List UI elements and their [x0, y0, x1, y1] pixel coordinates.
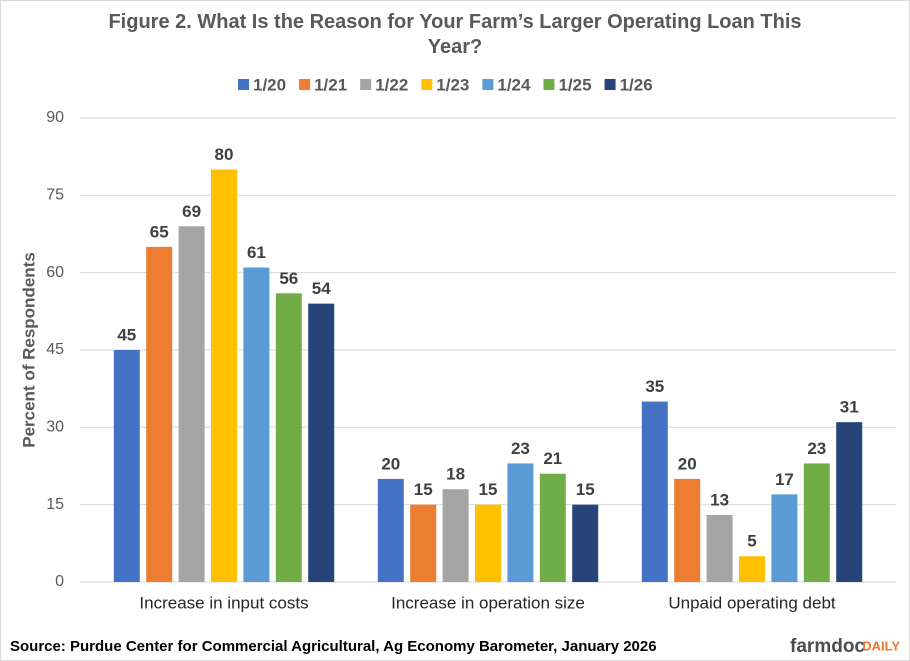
value-label: 61 [247, 243, 266, 262]
value-label: 5 [747, 532, 756, 551]
bar [308, 303, 335, 582]
legend-label: 1/21 [314, 75, 347, 94]
bar [275, 293, 302, 582]
source: Source: Purdue Center for Commercial Agr… [10, 638, 657, 655]
y-tick-label: 30 [46, 419, 64, 436]
value-label: 23 [807, 439, 826, 458]
value-label: 20 [381, 454, 400, 473]
x-tick-label: Increase in input costs [139, 593, 308, 612]
legend-swatch [482, 79, 494, 90]
chart-title: Figure 2. What Is the Reason for Your Fa… [108, 11, 802, 58]
logo-main: farmdoc [790, 636, 865, 657]
legend-label: 1/20 [253, 75, 286, 94]
bar [507, 463, 534, 582]
bar [243, 267, 270, 582]
y-tick-label: 45 [46, 341, 64, 358]
legend-label: 1/24 [497, 75, 531, 94]
value-label: 45 [117, 325, 136, 344]
value-label: 18 [446, 465, 465, 484]
bar [211, 169, 237, 583]
bar [641, 401, 668, 582]
y-tick-label: 0 [55, 573, 64, 590]
y-tick-label: 60 [46, 264, 64, 281]
y-tick-label: 75 [46, 187, 64, 204]
value-label: 17 [775, 470, 794, 489]
bar [674, 478, 701, 582]
x-tick-label: Unpaid operating debt [668, 593, 836, 612]
bar [410, 504, 437, 582]
logo-accent: DAILY [862, 638, 900, 653]
bar [739, 556, 765, 582]
value-label: 20 [678, 454, 697, 473]
value-label: 15 [576, 480, 595, 499]
bar [771, 494, 798, 582]
bar [572, 504, 599, 582]
value-label: 65 [150, 222, 169, 241]
value-label: 15 [479, 480, 498, 499]
bar [475, 504, 501, 582]
legend-swatch [238, 79, 249, 90]
legend-label: 1/25 [558, 75, 591, 94]
bar [539, 473, 566, 582]
value-label: 56 [279, 269, 298, 288]
bar [146, 246, 173, 582]
legend-swatch [421, 79, 433, 90]
value-label: 69 [182, 202, 201, 221]
legend-label: 1/23 [436, 75, 469, 94]
bar [178, 226, 205, 582]
bar [836, 422, 863, 582]
legend-swatch [543, 79, 555, 90]
value-label: 15 [414, 480, 433, 499]
value-label: 31 [840, 398, 859, 417]
legend-label: 1/26 [620, 75, 653, 94]
y-tick-label: 90 [46, 109, 64, 126]
bar [442, 489, 469, 582]
value-label: 35 [645, 377, 664, 396]
value-label: 23 [511, 439, 530, 458]
value-label: 80 [215, 145, 234, 164]
y-tick-label: 15 [46, 496, 64, 513]
legend-swatch [360, 79, 372, 90]
x-tick-label: Increase in operation size [391, 593, 585, 612]
bar [113, 350, 140, 582]
bar [706, 514, 733, 582]
bar [803, 463, 830, 582]
value-label: 21 [543, 449, 562, 468]
legend-swatch [299, 79, 311, 90]
value-label: 13 [710, 490, 729, 509]
legend-label: 1/22 [375, 75, 408, 94]
value-label: 54 [312, 279, 331, 298]
bar [377, 478, 404, 582]
legend-swatch [604, 79, 616, 90]
y-axis-label: Percent of Respondents [19, 252, 38, 448]
